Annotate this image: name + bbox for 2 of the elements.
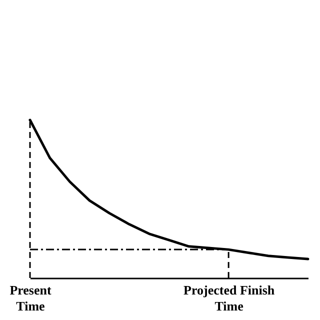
x-tick-label: Projected Finish Time bbox=[184, 282, 276, 314]
x-tick-label: Present Time bbox=[10, 282, 52, 314]
